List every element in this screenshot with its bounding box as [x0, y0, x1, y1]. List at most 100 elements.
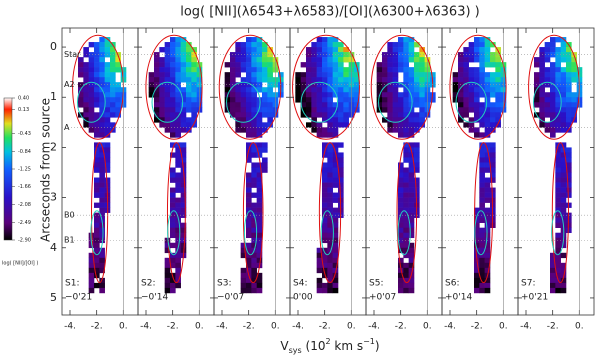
map-pixel	[555, 157, 561, 163]
map-pixel	[256, 242, 263, 249]
map-pixel	[343, 52, 349, 58]
map-pixel	[343, 82, 349, 88]
map-pixel	[414, 127, 420, 133]
map-pixel	[468, 87, 475, 93]
map-pixel	[398, 277, 404, 284]
map-pixel	[403, 57, 409, 63]
x-axis-label: Vsys (102 km s−1)	[280, 337, 379, 355]
map-pixel	[94, 272, 100, 279]
colorbar-tick-label: -0.43	[18, 131, 31, 137]
contour-red	[218, 34, 282, 140]
map-pixel	[566, 122, 572, 128]
map-pixel	[159, 57, 165, 63]
map-pixel	[539, 122, 545, 128]
map-pixel	[316, 67, 323, 73]
map-pixel	[566, 177, 572, 183]
map-pixel	[115, 102, 121, 108]
map-pixel	[180, 112, 187, 118]
map-pixel	[256, 72, 263, 78]
map-pixel	[94, 227, 100, 234]
map-pixel	[256, 152, 263, 158]
map-pixel	[240, 92, 247, 98]
panel: -4. -2. 0.S7:+0'21	[517, 27, 595, 332]
map-pixel	[398, 202, 404, 208]
map-pixel	[94, 132, 100, 138]
map-pixel	[474, 77, 480, 83]
map-pixel	[403, 127, 409, 133]
map-pixel	[88, 107, 95, 113]
map-pixel	[175, 242, 181, 249]
map-pixel	[327, 112, 333, 118]
map-pixel	[322, 202, 328, 208]
map-pixel	[235, 62, 241, 68]
map-pixel	[403, 272, 409, 279]
map-pixel	[463, 102, 469, 108]
map-pixel	[99, 252, 105, 259]
map-pixel	[474, 82, 480, 88]
map-pixel	[419, 82, 425, 88]
map-pixel	[316, 132, 323, 138]
map-pixel	[99, 72, 105, 78]
map-pixel	[256, 62, 263, 68]
map-pixel	[490, 117, 496, 123]
map-pixel	[164, 277, 171, 284]
map-pixel	[230, 62, 236, 68]
x-tick-label: -2.	[547, 322, 559, 332]
map-pixel	[300, 62, 307, 68]
map-pixel	[571, 97, 577, 103]
map-pixel	[170, 102, 176, 108]
map-pixel	[110, 97, 116, 103]
map-pixel	[534, 62, 540, 68]
map-pixel	[322, 287, 328, 294]
map-pixel	[534, 77, 540, 83]
map-pixel	[555, 272, 561, 279]
map-pixel	[170, 177, 176, 183]
map-pixel	[99, 92, 105, 98]
map-pixel	[343, 102, 349, 108]
map-pixel	[392, 67, 399, 73]
map-pixel	[463, 62, 469, 68]
map-pixel	[306, 77, 312, 83]
map-pixel	[555, 222, 561, 228]
map-pixel	[240, 117, 247, 123]
map-pixel	[479, 102, 485, 108]
map-pixel	[544, 122, 551, 128]
map-pixel	[474, 112, 480, 118]
map-pixel	[251, 237, 257, 244]
map-pixel	[474, 47, 480, 53]
map-pixel	[398, 222, 404, 228]
map-pixel	[262, 52, 268, 58]
map-pixel	[99, 212, 105, 218]
map-pixel	[246, 262, 252, 269]
map-pixel	[175, 227, 181, 234]
map-pixel	[94, 97, 100, 103]
map-pixel	[408, 72, 415, 78]
map-pixel	[392, 127, 399, 133]
map-pixel	[474, 52, 480, 58]
map-pixel	[327, 152, 333, 158]
map-pixel	[338, 107, 344, 113]
map-pixel	[398, 122, 404, 128]
map-pixel	[484, 282, 491, 289]
map-pixel	[382, 97, 388, 103]
map-pixel	[354, 92, 360, 98]
contour-cyan	[167, 210, 181, 256]
x-axis-label-part: )	[375, 339, 380, 353]
chart-title: log( [NII](λ6543+λ6583)/[OI](λ6300+λ6363…	[180, 5, 480, 20]
map-pixel	[170, 142, 176, 148]
panel-name: S7:	[521, 279, 535, 289]
map-pixel	[408, 67, 415, 73]
map-pixel	[463, 87, 469, 93]
map-pixel	[256, 177, 263, 183]
map-pixel	[398, 207, 404, 213]
map-pixel	[256, 252, 263, 259]
map-pixel	[99, 207, 105, 213]
map-pixel	[332, 62, 339, 68]
map-pixel	[180, 152, 187, 158]
map-pixel	[458, 67, 464, 73]
map-pixel	[560, 162, 567, 168]
map-pixel	[240, 277, 247, 284]
map-pixel	[560, 107, 567, 113]
map-pixel	[408, 217, 415, 223]
